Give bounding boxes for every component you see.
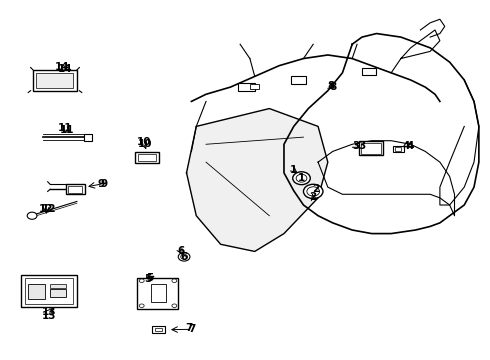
Bar <box>362 143 381 154</box>
Bar <box>50 284 66 288</box>
Bar <box>36 73 73 88</box>
Text: 14: 14 <box>55 63 70 72</box>
Circle shape <box>293 172 310 185</box>
Bar <box>66 184 85 194</box>
Bar <box>395 148 401 151</box>
Text: 7: 7 <box>189 324 196 334</box>
Bar <box>155 328 162 332</box>
Bar <box>238 83 255 91</box>
Text: 12: 12 <box>39 204 53 214</box>
Text: 2: 2 <box>310 192 317 202</box>
Text: 8: 8 <box>327 81 334 91</box>
Circle shape <box>178 252 190 261</box>
Bar <box>138 154 156 161</box>
Text: 11: 11 <box>57 123 72 133</box>
Text: 3: 3 <box>358 141 366 151</box>
Circle shape <box>296 174 307 182</box>
Circle shape <box>139 279 144 283</box>
Text: 8: 8 <box>329 82 336 92</box>
Text: 4: 4 <box>402 141 410 151</box>
Bar <box>84 134 92 141</box>
Bar <box>135 152 159 163</box>
Bar <box>362 68 375 75</box>
Text: 1: 1 <box>290 165 297 175</box>
Circle shape <box>181 254 188 259</box>
Circle shape <box>172 304 177 307</box>
Text: 2: 2 <box>312 184 319 194</box>
Text: 14: 14 <box>57 64 72 74</box>
Text: 9: 9 <box>98 179 105 189</box>
Bar <box>137 278 178 309</box>
Bar <box>21 275 77 307</box>
Text: 5: 5 <box>144 274 151 284</box>
Text: 6: 6 <box>177 247 184 256</box>
Bar <box>152 327 165 333</box>
Text: 3: 3 <box>352 141 360 151</box>
Polygon shape <box>187 109 328 251</box>
Bar <box>291 76 306 84</box>
Circle shape <box>172 279 177 283</box>
Bar <box>151 284 166 302</box>
Bar <box>360 141 383 155</box>
Bar <box>68 186 82 193</box>
Text: 10: 10 <box>136 138 151 148</box>
Text: 10: 10 <box>138 139 152 149</box>
Text: 9: 9 <box>100 179 107 189</box>
Circle shape <box>27 212 37 219</box>
Text: 7: 7 <box>185 323 193 333</box>
Text: 6: 6 <box>180 252 188 262</box>
Text: 12: 12 <box>42 203 56 213</box>
Bar <box>28 284 45 298</box>
Text: 5: 5 <box>147 273 154 283</box>
Bar <box>393 147 404 152</box>
Text: 13: 13 <box>42 307 56 317</box>
Circle shape <box>139 304 144 307</box>
Text: 11: 11 <box>60 125 74 135</box>
Circle shape <box>307 187 319 196</box>
Text: 1: 1 <box>297 173 305 183</box>
Bar <box>33 70 77 91</box>
Bar <box>50 289 66 297</box>
Text: 4: 4 <box>407 141 415 151</box>
Text: 13: 13 <box>42 311 56 321</box>
Bar <box>250 84 259 89</box>
Circle shape <box>303 184 323 199</box>
Bar <box>25 278 73 304</box>
